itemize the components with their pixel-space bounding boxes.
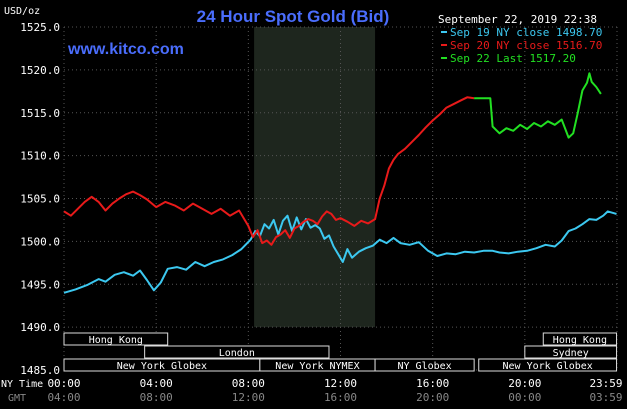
x-tick-label-ny: 16:00: [416, 377, 449, 390]
session-box: [478, 358, 618, 372]
gmt-title: GMT: [8, 393, 26, 404]
session-box: [374, 358, 475, 372]
x-tick-label-gmt: 08:00: [140, 391, 173, 404]
x-tick-label-ny: 08:00: [232, 377, 265, 390]
legend-entry: Sep 19 NY close 1498.70: [450, 26, 602, 39]
legend-entry: Sep 22 Last 1517.20: [450, 52, 576, 65]
session-label: Sydney: [553, 348, 589, 359]
watermark: www.kitco.com: [67, 41, 184, 58]
shaded-market-hours: [254, 27, 376, 328]
x-tick-label-gmt: 04:00: [47, 391, 80, 404]
session-label: New York Globex: [117, 361, 207, 372]
y-tick-label: 1485.0: [20, 364, 60, 377]
session-box: [542, 332, 618, 346]
y-unit-label: USD/oz: [4, 6, 40, 17]
session-label: Hong Kong: [89, 335, 143, 346]
x-tick-label-ny: 04:00: [140, 377, 173, 390]
session-label: London: [219, 348, 255, 359]
x-tick-label-ny: 20:00: [508, 377, 541, 390]
x-tick-label-ny: 12:00: [324, 377, 357, 390]
session-box: [144, 345, 330, 359]
x-tick-label-gmt: 16:00: [324, 391, 357, 404]
series-line: [63, 96, 475, 246]
y-tick-label: 1505.0: [20, 193, 60, 206]
y-tick-label: 1525.0: [20, 21, 60, 34]
x-tick-label-gmt: 03:59: [589, 391, 622, 404]
x-tick-labels: 00:0004:0004:0008:0008:0012:0012:0016:00…: [47, 377, 622, 404]
y-tick-label: 1510.0: [20, 150, 60, 163]
series-line: [474, 72, 602, 139]
trading-sessions: Hong Kong London New York Globex New York N…: [63, 332, 618, 372]
session-label: New York Globex: [502, 361, 592, 372]
x-tick-label-gmt: 00:00: [508, 391, 541, 404]
y-tick-label: 1490.0: [20, 321, 60, 334]
session-box: [63, 332, 169, 346]
chart-title: 24 Hour Spot Gold (Bid): [197, 7, 390, 26]
y-tick-label: 1500.0: [20, 235, 60, 248]
session-label: NY Globex: [398, 361, 452, 372]
series-lines: [63, 72, 617, 294]
series-line: [63, 210, 617, 294]
date-label: September 22, 2019 22:38: [438, 13, 597, 26]
y-tick-label: 1495.0: [20, 278, 60, 291]
x-tick-label-ny: 00:00: [47, 377, 80, 390]
y-tick-labels: 1485.0 1490.0 1495.0 1500.0 1505.0 1510.0 1515…: [20, 21, 60, 377]
x-tick-label-gmt: 12:00: [232, 391, 265, 404]
session-label: New York NYMEX: [275, 361, 359, 372]
session-label: Hong Kong: [553, 335, 607, 346]
legend-entry: Sep 20 NY close 1516.70: [450, 39, 602, 52]
y-tick-label: 1515.0: [20, 107, 60, 120]
x-tick-label-gmt: 20:00: [416, 391, 449, 404]
x-tick-label-ny: 23:59: [589, 377, 622, 390]
session-box: [524, 345, 618, 359]
ny-time-title: NY Time: [1, 379, 43, 390]
y-tick-label: 1520.0: [20, 64, 60, 77]
